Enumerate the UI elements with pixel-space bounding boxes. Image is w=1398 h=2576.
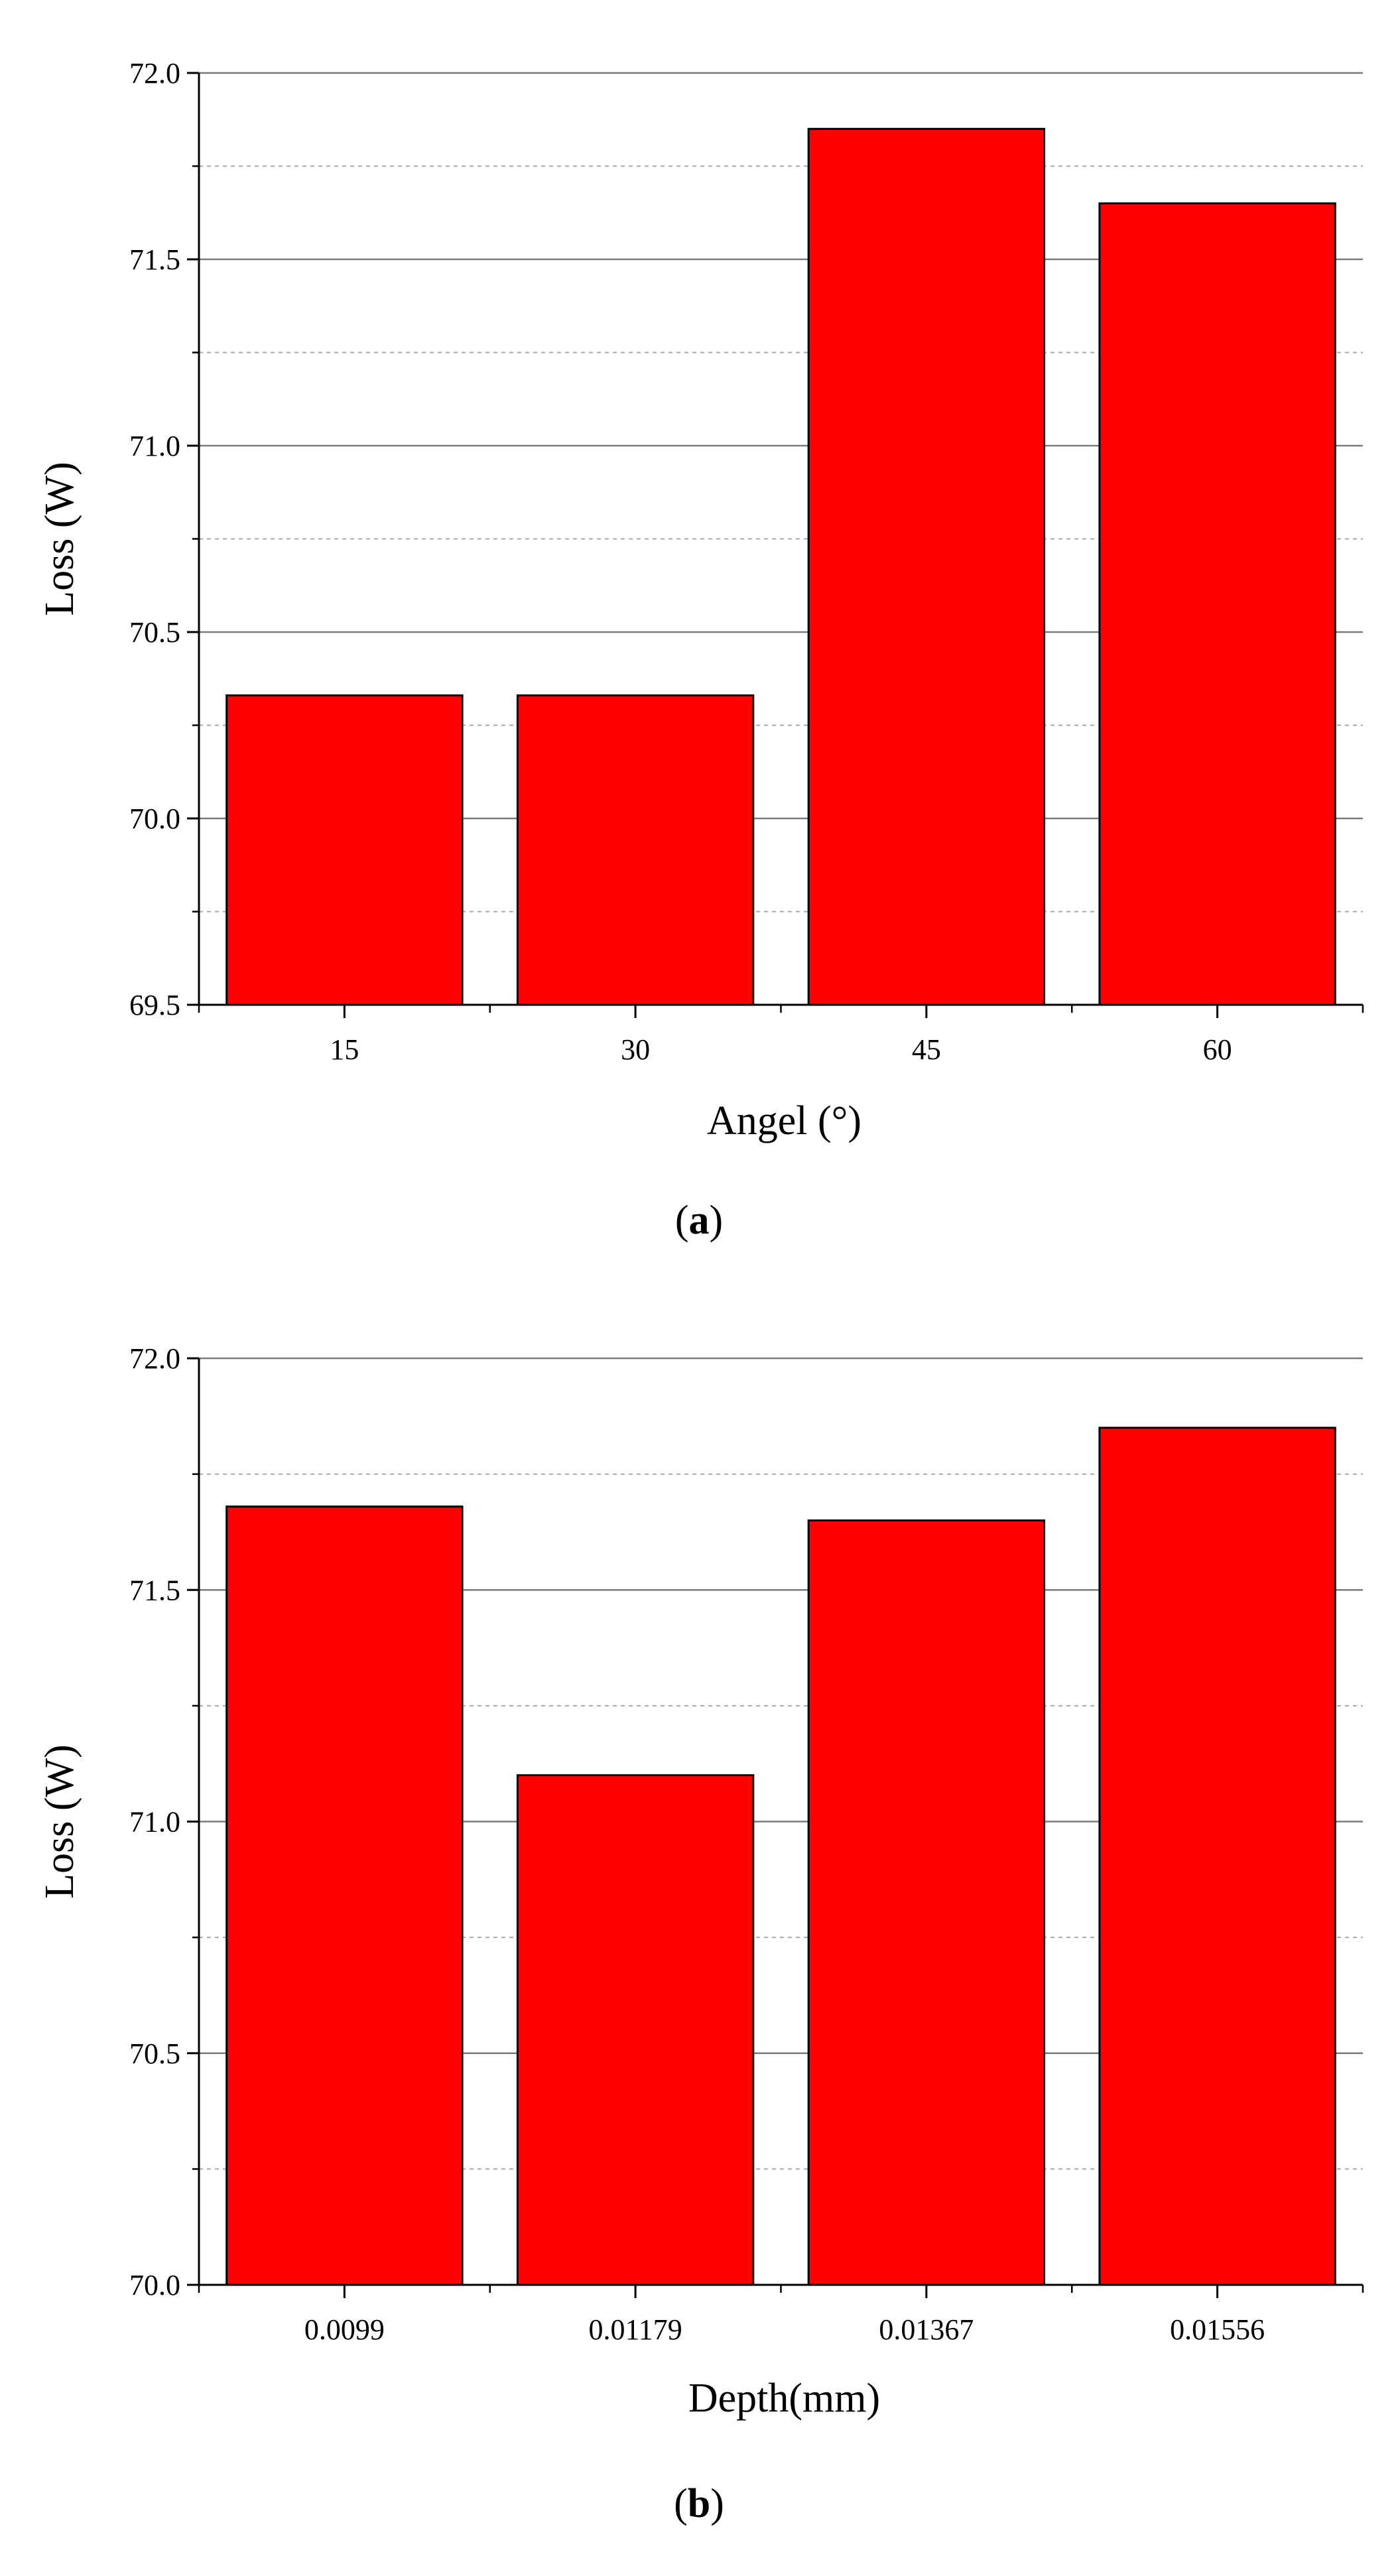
chart-a: 69.5 70.0 70.5 71.0 71.5 72.0 15 30 45 60 Angel (°…: [37, 57, 1364, 1243]
y-tick-label: 71.0: [129, 1806, 180, 1838]
bar-0.01556: [1098, 1427, 1336, 2286]
y-tick-label: 69.5: [129, 989, 180, 1021]
bar-60: [1098, 202, 1336, 1006]
y-tick-label: 70.0: [129, 2269, 180, 2301]
y-tick-label: 70.5: [129, 616, 180, 649]
figure-caption: (b): [674, 2481, 724, 2526]
bar-0.01179: [516, 1774, 755, 2286]
y-tick-label: 70.5: [129, 2037, 180, 2070]
y-tick-label: 71.0: [129, 430, 180, 462]
x-tick-label: 0.01367: [879, 2313, 974, 2346]
bar-30: [516, 694, 755, 1006]
chart-b: 70.0 70.5 71.0 71.5 72.0 0.0099 0.01179 0.01367…: [37, 1342, 1364, 2526]
y-tick-label: 72.0: [129, 57, 180, 90]
y-tick-label: 72.0: [129, 1342, 180, 1375]
x-tick-label: 45: [912, 1033, 941, 1066]
x-tick-label: 60: [1203, 1033, 1232, 1066]
x-tick-label: 0.0099: [304, 2313, 385, 2346]
x-axis-title: Depth(mm): [688, 2376, 880, 2421]
y-axis-title: Loss (W): [37, 462, 82, 615]
x-axis-title: Angel (°): [707, 1098, 861, 1143]
y-tick-label: 71.5: [129, 243, 180, 276]
bar-0.0099: [225, 1506, 464, 2286]
figure-caption: (a): [675, 1198, 723, 1243]
bar-0.01367: [807, 1519, 1046, 2286]
y-tick-label: 70.0: [129, 803, 180, 835]
bar-45: [807, 127, 1046, 1006]
x-tick-label: 0.01556: [1170, 2313, 1265, 2346]
bar-15: [225, 694, 464, 1006]
x-tick-label: 15: [330, 1033, 359, 1066]
y-axis-title: Loss (W): [37, 1744, 82, 1898]
y-tick-label: 71.5: [129, 1574, 180, 1606]
x-tick-label: 0.01179: [588, 2313, 682, 2346]
x-tick-label: 30: [621, 1033, 650, 1066]
